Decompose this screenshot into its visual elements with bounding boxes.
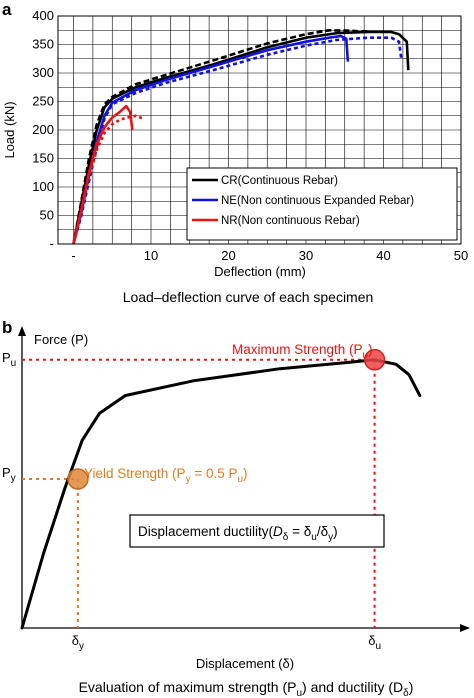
yield-strength-marker bbox=[67, 468, 89, 490]
max-strength-annotation: Maximum Strength (Pu) bbox=[232, 342, 373, 361]
x-tick-label: 50 bbox=[454, 248, 468, 263]
delta-u-label: δu bbox=[368, 633, 381, 652]
y-tick-label: 100 bbox=[32, 179, 54, 194]
y-tick-label: 200 bbox=[32, 122, 54, 137]
series-line-ne bbox=[72, 36, 403, 244]
chart-b-axes bbox=[18, 326, 470, 632]
chart-a-y-tick-labels: - 50 100 150 200 250 300 350 400 bbox=[32, 8, 54, 251]
chart-a-x-axis-title: Deflection (mm) bbox=[214, 264, 306, 279]
chart-a-y-axis-title: Load (kN) bbox=[2, 101, 17, 158]
y-tick-label: 350 bbox=[32, 37, 54, 52]
chart-b-y-axis-arrow bbox=[18, 326, 26, 336]
series-line-nr bbox=[72, 114, 144, 244]
y-tick-label: 400 bbox=[32, 8, 54, 23]
ductility-formula: Displacement ductility(Dδ = δu/δy) bbox=[138, 524, 338, 543]
y-tick-label: 300 bbox=[32, 65, 54, 80]
chart-a-caption: Load–deflection curve of each specimen bbox=[123, 289, 374, 305]
max-strength-marker bbox=[363, 349, 386, 371]
ductility-box-frame bbox=[129, 514, 385, 548]
chart-a-series bbox=[72, 29, 410, 244]
y-tick-label: 50 bbox=[40, 208, 54, 223]
yield-strength-annotation: Yield Strength (Py = 0.5 Pu) bbox=[84, 466, 248, 485]
chart-b-curve bbox=[20, 358, 422, 630]
x-tick-label: 10 bbox=[144, 248, 158, 263]
x-tick-label: 40 bbox=[376, 248, 390, 263]
legend-label-ne: NE(Non continuous Expanded Rebar) bbox=[221, 195, 414, 207]
delta-y-label: δy bbox=[72, 633, 84, 652]
y-tick-label: 250 bbox=[32, 94, 54, 109]
legend-label-cr: CR(Continuous Rebar) bbox=[221, 175, 338, 187]
ductility-box: Displacement ductility(Dδ = δu/δy) bbox=[129, 514, 385, 548]
chart-b-y-axis-title: Force (P) bbox=[34, 332, 88, 347]
chart-a-x-tick-labels: - 10 20 30 40 50 bbox=[71, 248, 468, 263]
y-tick-label: 150 bbox=[32, 151, 54, 166]
x-tick-label: 30 bbox=[299, 248, 313, 263]
x-tick-label: - bbox=[71, 248, 75, 263]
py-label: Py bbox=[2, 465, 16, 484]
x-tick-label: 20 bbox=[221, 248, 235, 263]
chart-a-plot-frame bbox=[57, 15, 462, 245]
panel-a-letter: a bbox=[2, 0, 12, 19]
series-line-nr bbox=[72, 104, 134, 244]
chart-b-caption: Evaluation of maximum strength (Pu) and … bbox=[79, 679, 414, 698]
series-line-cr bbox=[72, 29, 369, 244]
chart-b-guide-lines bbox=[22, 358, 376, 628]
legend-box bbox=[186, 167, 458, 241]
chart-b-x-axis-arrow bbox=[460, 624, 470, 632]
chart-a-legend: CR(Continuous Rebar) NE(Non continuous E… bbox=[186, 167, 458, 241]
legend-label-nr: NR(Non continuous Rebar) bbox=[221, 215, 360, 227]
chart-b-x-axis-title: Displacement (δ) bbox=[196, 656, 294, 671]
y-tick-label: - bbox=[50, 236, 54, 251]
pu-label: Pu bbox=[2, 350, 16, 369]
panel-b-letter: b bbox=[2, 318, 12, 337]
